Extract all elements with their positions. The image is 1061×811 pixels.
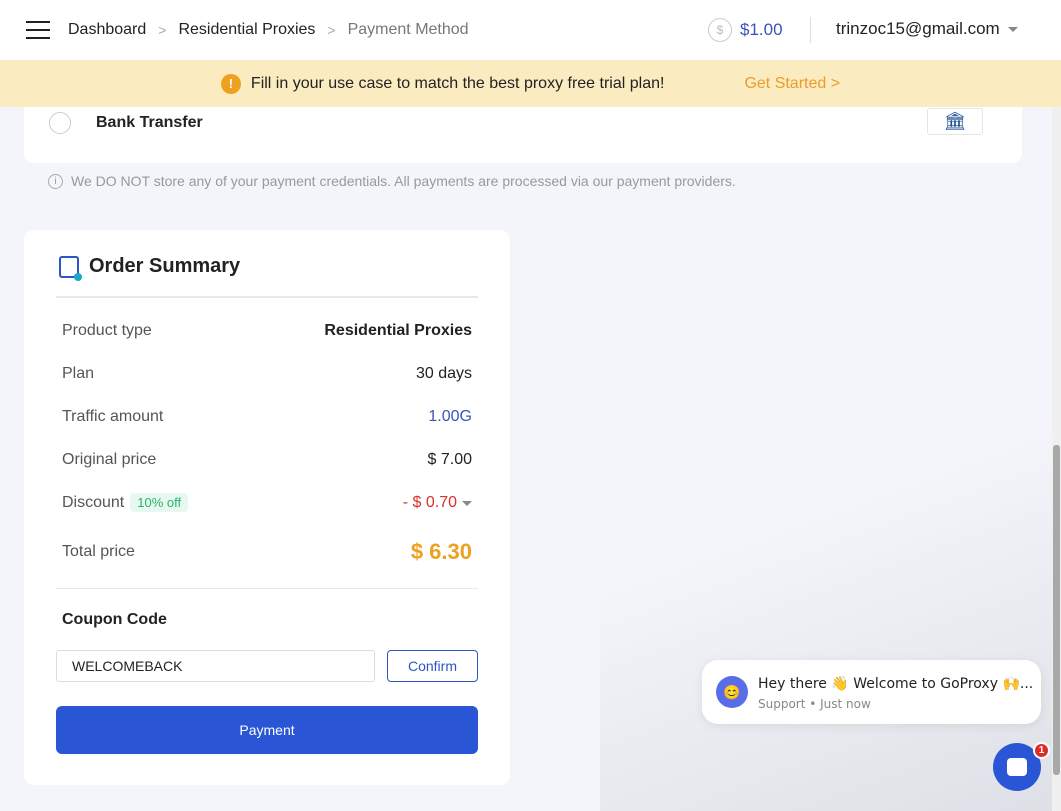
row-value: 30 days — [415, 365, 472, 382]
support-avatar: 😊 — [716, 676, 748, 708]
order-row-plan: Plan 30 days — [62, 365, 472, 383]
divider — [810, 17, 811, 43]
coupon-input[interactable] — [56, 650, 375, 682]
order-summary-title: Order Summary — [59, 255, 241, 281]
discount-value: - $ 0.70 — [402, 494, 457, 511]
chevron-right-icon: > — [327, 22, 336, 38]
bank-transfer-label: Bank Transfer — [96, 114, 203, 131]
order-summary-heading: Order Summary — [89, 255, 241, 277]
user-menu[interactable]: trinzoc15@gmail.com — [836, 19, 1018, 39]
confirm-coupon-button[interactable]: Confirm — [387, 650, 478, 682]
row-label: Discount — [62, 494, 125, 511]
background-shade — [600, 420, 1061, 811]
info-icon: i — [48, 173, 63, 189]
row-label: Product type — [62, 322, 152, 339]
security-note-text: We DO NOT store any of your payment cred… — [71, 173, 736, 189]
breadcrumb-residential-proxies[interactable]: Residential Proxies — [178, 21, 316, 38]
row-label: Plan — [62, 365, 95, 382]
divider — [56, 296, 478, 298]
chat-meta: Support • Just now — [758, 697, 871, 711]
breadcrumb-dashboard[interactable]: Dashboard — [68, 21, 147, 38]
row-label: Total price — [62, 543, 135, 560]
order-row-discount: Discount 10% off - $ 0.70 — [62, 493, 472, 512]
coupon-label: Coupon Code — [62, 611, 167, 628]
bank-icon: 🏛 — [927, 108, 983, 135]
breadcrumb-payment-method: Payment Method — [347, 21, 469, 38]
balance[interactable]: $ $1.00 — [708, 18, 783, 42]
chat-preview[interactable]: 😊 Hey there 👋 Welcome to GoProxy 🙌... Su… — [702, 660, 1041, 724]
caret-down-icon — [462, 500, 472, 506]
row-value: Residential Proxies — [324, 322, 472, 339]
warning-icon: ! — [220, 73, 241, 94]
discount-tag: 10% off — [130, 493, 189, 512]
bank-transfer-radio[interactable] — [49, 112, 71, 134]
payment-button[interactable]: Payment — [56, 706, 478, 754]
row-value: $ 7.00 — [427, 451, 472, 468]
caret-down-icon — [1007, 26, 1018, 32]
discount-toggle[interactable]: - $ 0.70 — [403, 494, 472, 512]
chevron-right-icon: > — [158, 22, 167, 38]
row-value: 1.00G — [428, 408, 472, 425]
chat-message: Hey there 👋 Welcome to GoProxy 🙌... — [758, 676, 1034, 692]
user-email: trinzoc15@gmail.com — [836, 19, 1000, 38]
row-label: Traffic amount — [62, 408, 164, 425]
divider — [56, 588, 478, 589]
security-note: i We DO NOT store any of your payment cr… — [48, 173, 736, 189]
menu-icon[interactable] — [26, 21, 50, 39]
order-summary-card: Order Summary Product type Residential P… — [24, 230, 510, 785]
top-header: Dashboard > Residential Proxies > Paymen… — [0, 0, 1061, 60]
coin-icon: $ — [708, 18, 732, 42]
banner-message: Fill in your use case to match the best … — [250, 74, 665, 92]
trial-banner: ! Fill in your use case to match the bes… — [0, 60, 1061, 107]
clipboard-icon — [59, 255, 82, 281]
order-row-total: Total price $ 6.30 — [62, 539, 472, 565]
chat-bubble-icon — [1007, 758, 1027, 776]
total-value: $ 6.30 — [410, 539, 472, 564]
unread-badge: 1 — [1033, 742, 1050, 759]
scrollbar-thumb[interactable] — [1053, 445, 1060, 775]
order-row-original-price: Original price $ 7.00 — [62, 451, 472, 469]
order-row-product-type: Product type Residential Proxies — [62, 322, 472, 340]
order-row-traffic: Traffic amount 1.00G — [62, 408, 472, 426]
row-label: Original price — [62, 451, 157, 468]
balance-value: $1.00 — [740, 20, 783, 39]
get-started-link[interactable]: Get Started > — [744, 74, 841, 92]
